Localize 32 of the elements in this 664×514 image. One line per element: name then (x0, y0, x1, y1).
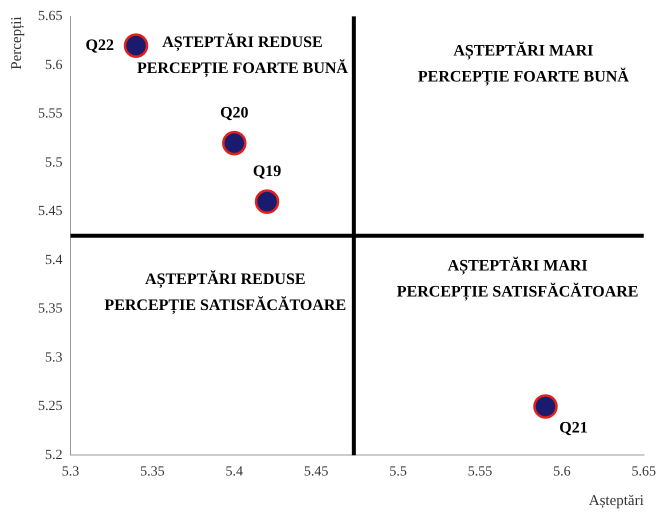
data-label: Q22 (86, 36, 114, 54)
annotation: AȘTEPTĂRI MARI PERCEPȚIE FOARTE BUNĂ (418, 42, 630, 87)
data-label: Q21 (559, 420, 588, 437)
y-tick-label: 5.3 (45, 350, 62, 366)
y-axis-title: Percepții (8, 16, 25, 70)
y-tick-label: 5.45 (38, 204, 62, 220)
x-tick-label: 5.45 (304, 464, 328, 480)
y-tick-label: 5.65 (38, 9, 62, 24)
y-tick-label: 5.4 (45, 252, 62, 268)
annotation: AȘTEPTĂRI REDUSE PERCEPȚIE SATISFĂCĂTOARE (104, 270, 346, 315)
x-axis-title: Așteptări (588, 492, 644, 509)
x-tick-label: 5.6 (553, 464, 571, 480)
point (124, 33, 148, 58)
y-tick-label: 5.35 (38, 302, 62, 317)
x-tick-label: 5.35 (140, 464, 165, 480)
y-tick-label: 5.2 (45, 448, 62, 463)
x-tick-label: 5.55 (468, 464, 492, 480)
x-tick-label: 5.4 (226, 464, 244, 480)
data-label: Q19 (252, 162, 282, 180)
data-label: Q20 (220, 104, 249, 122)
point (254, 189, 280, 214)
y-tick-label: 5.25 (38, 399, 62, 414)
x-tick-label: 5.65 (632, 464, 656, 480)
y-tick-label: 5.5 (45, 155, 62, 170)
point (222, 130, 247, 156)
x-tick-label: 5.5 (389, 464, 407, 480)
annotation: AȘTEPTĂRI REDUSE PERCEPȚIE FOARTE BUNĂ (136, 32, 348, 78)
annotation: AȘTEPTĂRI MARI PERCEPȚIE SATISFĂCĂTOARE (396, 256, 638, 302)
y-tick-label: 5.55 (38, 106, 62, 122)
point (533, 394, 558, 419)
y-tick-label: 5.6 (45, 58, 62, 73)
x-tick-label: 5.3 (62, 464, 80, 480)
